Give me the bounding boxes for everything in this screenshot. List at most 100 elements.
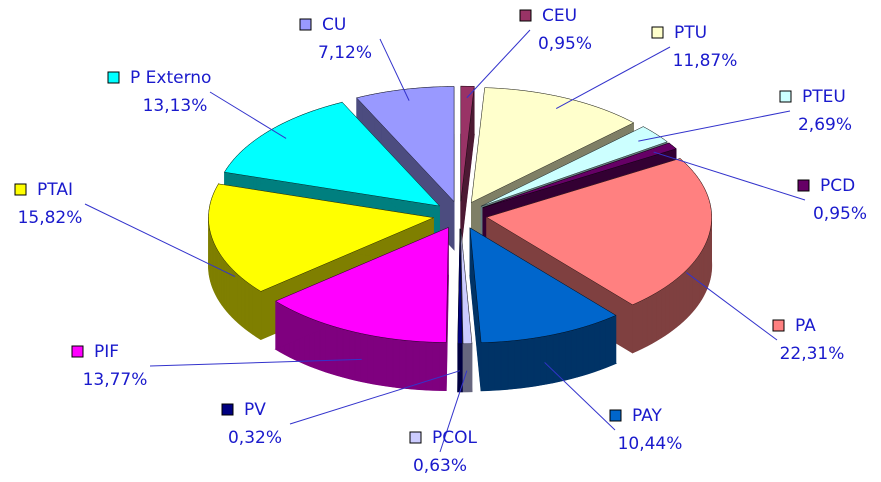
slice-name: PAY xyxy=(632,406,662,426)
slice-top xyxy=(471,87,635,203)
leader-line xyxy=(466,29,531,99)
slice-percent: 10,44% xyxy=(618,434,683,454)
leader-line xyxy=(638,110,791,142)
slice xyxy=(274,227,449,391)
slice-percent: 0,63% xyxy=(413,456,467,476)
legend-swatch xyxy=(519,9,532,22)
slice-top xyxy=(480,126,668,207)
leader-line xyxy=(544,362,616,431)
slice-side xyxy=(683,269,687,322)
leader-line xyxy=(84,203,236,277)
slice-side xyxy=(223,258,227,312)
slice-side xyxy=(527,337,535,388)
slice-side xyxy=(533,336,541,387)
legend-swatch xyxy=(651,26,664,39)
slice-name: PCD xyxy=(820,176,855,196)
slice-name: PV xyxy=(244,400,266,420)
slice-side xyxy=(546,334,554,385)
slice-side xyxy=(660,286,666,339)
slice-side xyxy=(392,338,400,389)
leader-line xyxy=(379,38,410,101)
slice-name: PIF xyxy=(94,342,119,362)
slice-name: PTEU xyxy=(802,87,846,107)
legend-swatch xyxy=(299,18,312,31)
slice-percent: 0,95% xyxy=(538,34,592,54)
slice-percent: 0,95% xyxy=(813,204,867,224)
slice-percent: 0,32% xyxy=(228,428,282,448)
slice xyxy=(460,228,473,393)
slice-side xyxy=(642,297,648,349)
slice-top xyxy=(469,227,617,343)
slice-side xyxy=(439,342,447,391)
slice-top xyxy=(460,86,475,202)
slice-percent: 11,87% xyxy=(673,51,738,71)
slice-side xyxy=(226,262,230,315)
slice-side xyxy=(494,341,502,391)
slice-side xyxy=(564,330,572,381)
slice-side xyxy=(610,314,617,367)
slice-side xyxy=(348,330,356,381)
slice-side xyxy=(480,342,489,391)
slice-side xyxy=(651,292,657,344)
slice-percent: 2,69% xyxy=(798,115,852,135)
legend-swatch xyxy=(221,403,234,416)
slice-percent: 7,12% xyxy=(318,43,372,63)
slice-top xyxy=(486,158,712,306)
slice-side xyxy=(252,285,257,338)
slice-side xyxy=(256,288,262,340)
legend-swatch xyxy=(779,90,792,103)
slice-side xyxy=(699,250,702,304)
slice-side xyxy=(632,302,638,354)
legend-swatch xyxy=(14,183,27,196)
slice-name: CU xyxy=(322,15,346,35)
slice-side xyxy=(656,289,662,342)
slice-top xyxy=(460,228,473,344)
slice-name: PA xyxy=(795,316,816,336)
slice-side xyxy=(325,323,332,375)
slice-name: PCOL xyxy=(432,428,478,448)
slice-side xyxy=(646,294,653,347)
slice-percent: 22,31% xyxy=(780,344,845,364)
slice-percent: 15,82% xyxy=(18,208,83,228)
slice-side xyxy=(386,337,394,388)
slice-top xyxy=(457,228,463,344)
slice-side xyxy=(379,336,387,387)
slice-side xyxy=(331,325,338,376)
leader-line xyxy=(653,151,806,201)
slice-side xyxy=(405,340,414,390)
slice-percent: 13,77% xyxy=(83,370,148,390)
slice-side xyxy=(697,253,700,307)
slice-side xyxy=(582,325,590,376)
slice-side xyxy=(248,282,253,335)
slice-side xyxy=(558,331,566,382)
slice-percent: 13,13% xyxy=(143,96,208,116)
legend-swatch xyxy=(107,71,120,84)
slice-side xyxy=(221,255,225,309)
slice-side xyxy=(219,252,223,306)
leader-line xyxy=(209,91,287,139)
slice-side xyxy=(373,335,381,386)
slice-side xyxy=(676,275,681,328)
slice-side xyxy=(336,327,344,378)
slice-side xyxy=(425,341,434,391)
slice-side xyxy=(354,331,362,382)
slice-top xyxy=(482,142,677,208)
slice-side xyxy=(462,343,468,393)
slice-side xyxy=(588,323,595,374)
leader-line xyxy=(149,358,362,367)
leader-line xyxy=(439,370,468,453)
slice-name: PTAI xyxy=(37,180,73,200)
slice xyxy=(469,227,617,392)
slice-top xyxy=(275,227,449,343)
slice-side xyxy=(637,299,643,352)
slice-side xyxy=(694,256,698,310)
leader-line xyxy=(289,370,461,425)
slice xyxy=(457,228,463,393)
slice-side xyxy=(664,284,670,337)
slice-side xyxy=(500,340,509,391)
slice-side xyxy=(691,259,696,313)
legend-swatch xyxy=(71,345,84,358)
slice-side xyxy=(520,338,528,389)
legend-swatch xyxy=(797,179,810,192)
slice-side xyxy=(576,326,584,378)
